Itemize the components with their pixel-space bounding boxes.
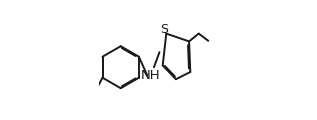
Text: NH: NH: [141, 69, 160, 82]
Text: S: S: [160, 23, 168, 36]
